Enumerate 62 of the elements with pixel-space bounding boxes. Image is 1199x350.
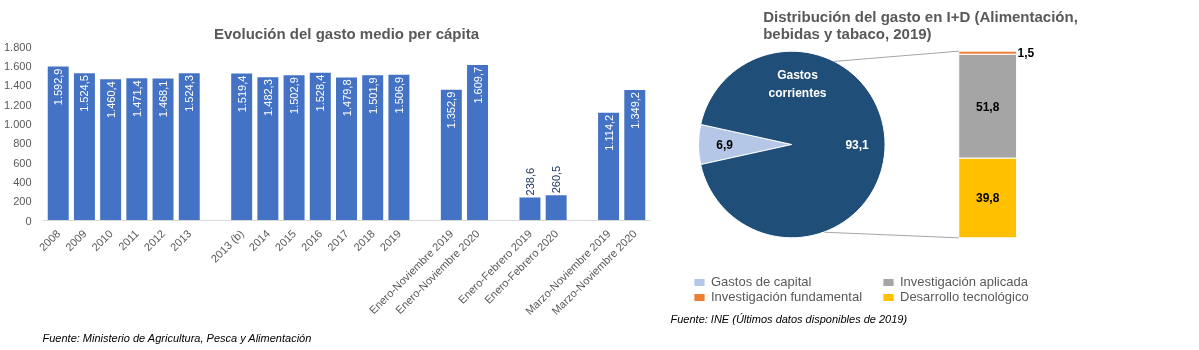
bar	[257, 77, 279, 221]
bar	[126, 78, 148, 221]
data-label: 1.114,2	[602, 114, 615, 151]
y-tick-label: 0	[25, 214, 32, 227]
y-tick-label: 1.600	[3, 59, 32, 72]
data-label: 1.482,3	[261, 79, 274, 116]
data-label: 1.471,4	[130, 80, 143, 117]
legend-label: Investigación fundamental	[711, 289, 864, 304]
data-label: 1.528,4	[314, 74, 327, 112]
data-label: 1.349,2	[628, 92, 641, 129]
data-label: 51,8	[975, 99, 1000, 114]
bar	[309, 72, 331, 221]
legend-label: Desarrollo tecnológico	[900, 289, 1030, 304]
data-label: 1.506,9	[392, 76, 405, 114]
source-note: Fuente: INE (Últimos datos disponibles de 2019)	[670, 312, 908, 325]
data-label: 1.592,9	[52, 68, 65, 106]
data-label: 1.524,3	[183, 75, 196, 112]
slice-label: Gastos corrientes	[768, 68, 827, 101]
bar	[73, 73, 95, 221]
data-label: 1.609,7	[471, 66, 484, 104]
y-tick-label: 1.400	[3, 79, 32, 92]
bar	[519, 197, 541, 221]
data-label: 93,1	[845, 138, 870, 152]
data-label: 1.460,4	[104, 81, 117, 119]
bar	[467, 64, 489, 221]
data-label: 260,5	[550, 165, 563, 194]
bar	[47, 66, 69, 221]
bar	[545, 195, 567, 221]
y-tick-label: 1.200	[3, 98, 32, 111]
chart-title: Evolución del gasto medio per cápita	[213, 24, 480, 42]
data-label: 1.524,5	[78, 75, 91, 112]
y-tick-label: 200	[13, 195, 32, 208]
legend-label: Gastos de capital	[711, 274, 813, 289]
bar	[336, 77, 357, 221]
bar	[362, 75, 384, 221]
data-label: 1.519,4	[235, 75, 248, 113]
text: Distribución del gasto en I+D (Alimentación, bebidas y tabaco, 2019)	[763, 7, 1078, 42]
data-label: 1,5	[1017, 46, 1035, 61]
bar	[152, 78, 174, 221]
data-label: 6,9	[716, 138, 734, 152]
data-label: 1.352,9	[445, 91, 458, 129]
bar	[440, 89, 462, 221]
data-label: 1.501,9	[366, 77, 379, 115]
legend-label: Investigación aplicada	[900, 274, 1029, 289]
bar	[100, 79, 122, 221]
data-label: 1.479,8	[340, 79, 353, 117]
bar	[231, 73, 253, 221]
y-tick-label: 600	[13, 156, 32, 169]
y-tick-label: 1.000	[3, 117, 32, 130]
y-tick-label: 400	[13, 175, 32, 188]
data-label: 39,8	[975, 191, 1000, 206]
bar	[178, 73, 200, 221]
bar	[624, 90, 646, 221]
data-label: 1.502,9	[288, 77, 301, 114]
bar	[283, 75, 305, 221]
y-tick-label: 800	[13, 137, 32, 150]
data-label: 238,6	[523, 167, 536, 196]
y-tick-label: 1.800	[3, 40, 32, 53]
data-label: 1.468,1	[157, 80, 170, 118]
bar	[388, 74, 410, 221]
source-note: Fuente: Ministerio de Agricultura, Pesca y Alimentación	[42, 331, 312, 344]
bar	[598, 112, 620, 221]
